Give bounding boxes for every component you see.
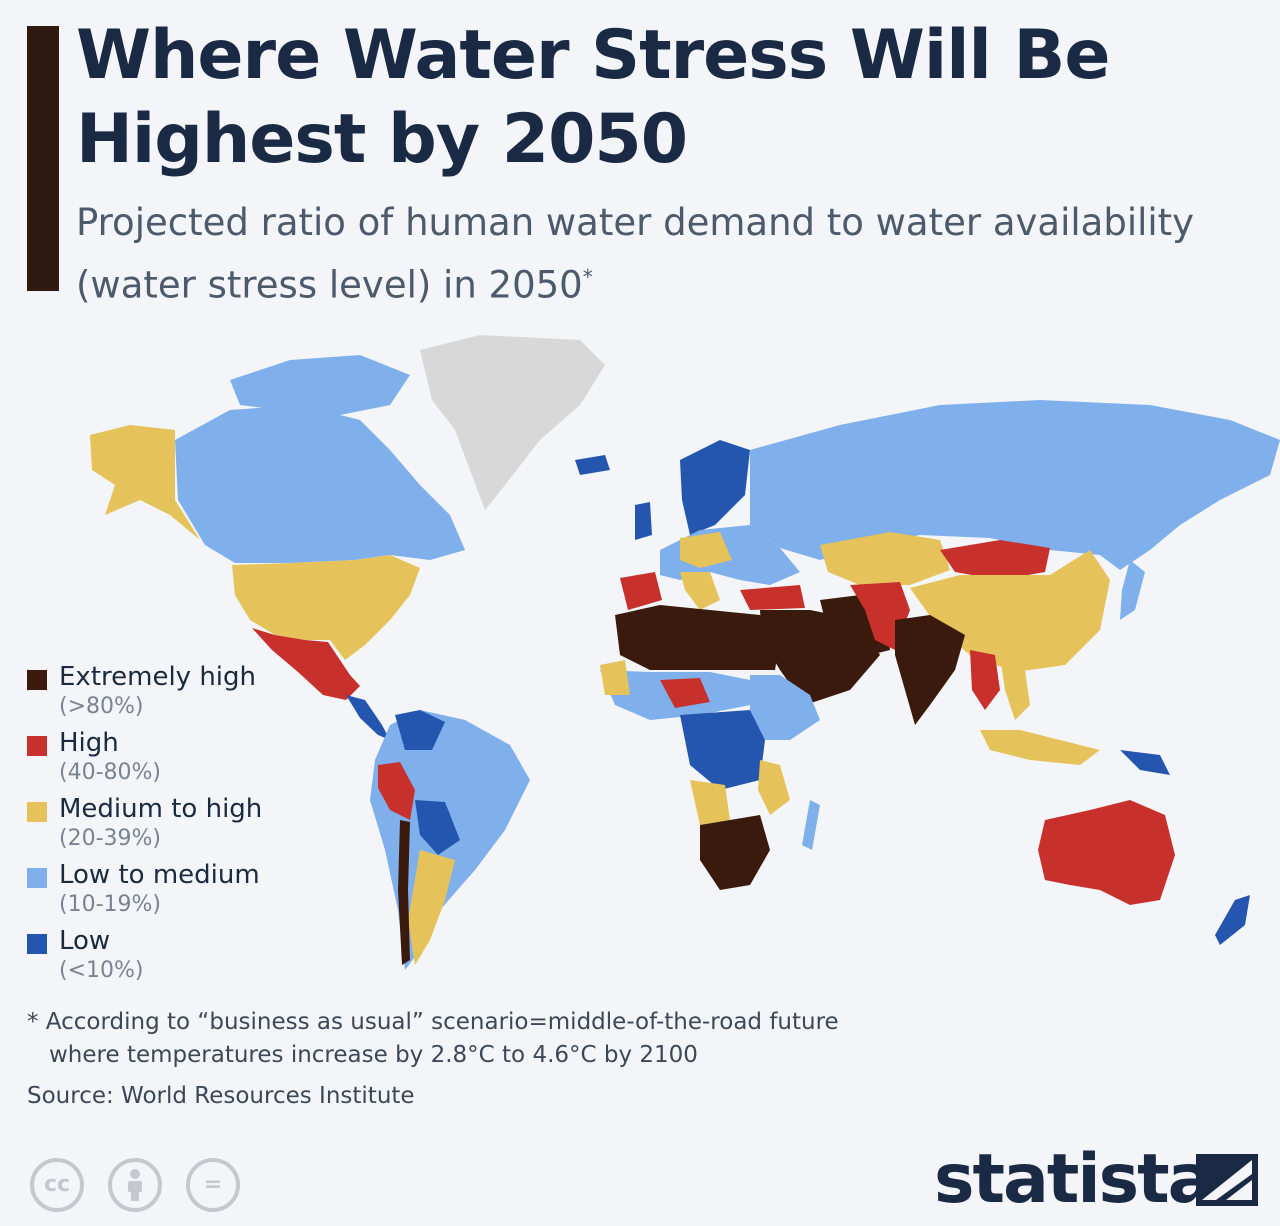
creative-commons-icon[interactable]: cc: [30, 1158, 84, 1212]
region-scandinavia: [680, 440, 750, 535]
legend-swatch: [27, 802, 47, 822]
legend: Extremely high (>80%) High (40-80%) Medi…: [27, 660, 287, 990]
legend-label: Low to medium: [59, 860, 260, 890]
statista-logo[interactable]: statista: [934, 1140, 1264, 1220]
title-accent-bar: [27, 26, 59, 291]
brand-wordmark: statista: [934, 1140, 1214, 1219]
region-united-states: [232, 555, 420, 660]
legend-range: (10-19%): [59, 892, 161, 917]
region-kazakhstan: [820, 532, 950, 585]
region-niger-chad: [660, 678, 710, 708]
legend-item-low: Low (<10%): [27, 924, 287, 990]
region-india: [895, 615, 965, 725]
statista-mark-icon: [1196, 1154, 1258, 1206]
footnote-line-2: where temperatures increase by 2.8°C to …: [49, 1042, 698, 1068]
legend-swatch: [27, 670, 47, 690]
region-mauritania-mali: [600, 660, 630, 695]
region-argentina: [408, 850, 455, 965]
region-russia: [750, 400, 1280, 570]
region-australia: [1038, 800, 1175, 905]
region-east-africa: [750, 675, 820, 740]
region-angola: [690, 780, 730, 825]
region-peru: [378, 762, 415, 820]
legend-item-high: High (40-80%): [27, 726, 287, 792]
region-mexico: [252, 628, 360, 700]
subtitle-text: Projected ratio of human water demand to…: [76, 201, 1195, 307]
region-north-africa: [615, 605, 780, 670]
chart-title: Where Water Stress Will Be Highest by 20…: [76, 16, 1110, 179]
legend-label: High: [59, 728, 119, 758]
region-middle-east: [760, 610, 880, 705]
region-alaska: [90, 425, 200, 540]
person-icon: [128, 1169, 142, 1201]
legend-range: (<10%): [59, 958, 144, 983]
region-south-africa: [700, 815, 770, 890]
legend-label: Medium to high: [59, 794, 263, 824]
legend-swatch: [27, 868, 47, 888]
legend-swatch: [27, 934, 47, 954]
region-uk: [635, 502, 652, 540]
region-italy-balkans: [680, 572, 720, 610]
source-note: Source: World Resources Institute: [27, 1083, 415, 1109]
no-derivatives-icon[interactable]: =: [186, 1158, 240, 1212]
region-central-africa: [680, 710, 765, 790]
footnote: * According to “business as usual” scena…: [27, 1006, 839, 1072]
region-japan: [1120, 560, 1145, 620]
region-iceland: [575, 455, 610, 475]
region-mongolia: [940, 540, 1050, 580]
region-turkey: [740, 585, 805, 610]
legend-item-low-to-medium: Low to medium (10-19%): [27, 858, 287, 924]
region-canada-islands: [230, 355, 410, 415]
legend-label: Low: [59, 926, 111, 956]
attribution-icon[interactable]: [108, 1158, 162, 1212]
legend-swatch: [27, 736, 47, 756]
region-iberia: [620, 572, 662, 610]
region-madagascar: [802, 800, 820, 850]
legend-range: (20-39%): [59, 826, 161, 851]
region-central-europe: [680, 532, 732, 568]
subtitle-footnote-mark: *: [582, 265, 593, 289]
region-new-zealand: [1215, 895, 1250, 945]
region-indonesia: [980, 730, 1100, 765]
region-indochina: [1000, 655, 1030, 720]
chart-subtitle: Projected ratio of human water demand to…: [76, 196, 1226, 312]
legend-label: Extremely high: [59, 662, 257, 692]
region-new-guinea: [1120, 750, 1170, 775]
world-map: [90, 335, 1280, 970]
region-greenland: [420, 335, 605, 510]
region-southern-east-africa: [758, 760, 790, 815]
region-southeast-asia: [970, 650, 1000, 710]
region-bolivia-paraguay: [415, 800, 460, 855]
region-colombia-venezuela: [395, 710, 445, 750]
region-canada: [175, 405, 465, 563]
legend-item-extremely-high: Extremely high (>80%): [27, 660, 287, 726]
footnote-line-1: * According to “business as usual” scena…: [27, 1009, 839, 1035]
legend-range: (>80%): [59, 694, 144, 719]
legend-item-medium-to-high: Medium to high (20-39%): [27, 792, 287, 858]
region-central-america: [346, 695, 390, 740]
region-chile: [398, 820, 410, 965]
legend-range: (40-80%): [59, 760, 161, 785]
